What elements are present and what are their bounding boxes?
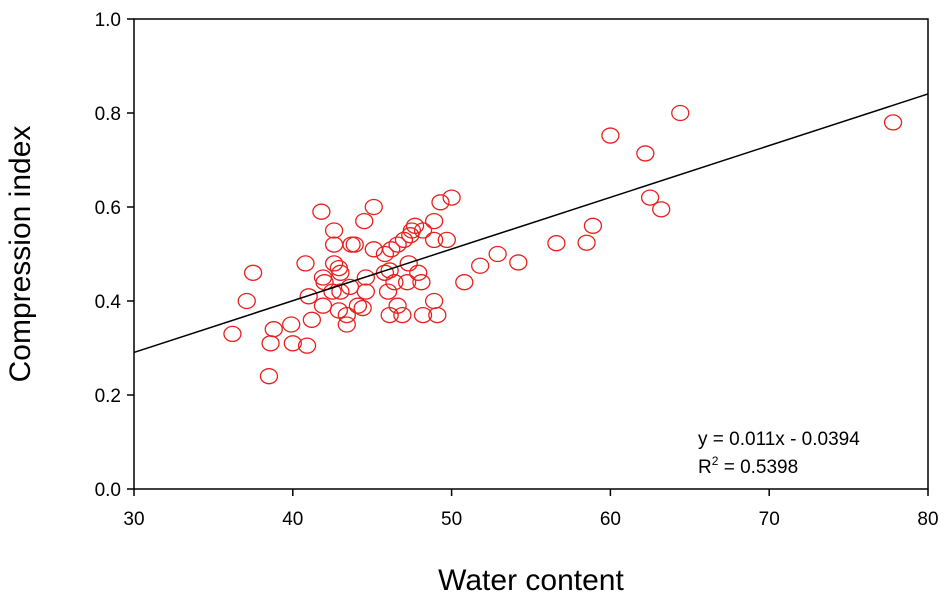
data-point [671,104,690,122]
x-tick-label: 60 [600,509,621,530]
data-point [345,236,364,253]
data-point [223,325,242,343]
y-tick-label: 0.6 [95,198,121,219]
data-point [356,269,375,286]
data-point [601,127,620,144]
data-point [382,241,401,258]
x-axis-title: Water content [438,564,624,597]
data-point [375,245,395,263]
data-point [302,311,322,328]
data-point [412,274,431,291]
data-point [385,274,404,291]
equation-label: y = 0.011x - 0.0394 [698,429,860,450]
r2-value: = 0.5398 [718,457,798,478]
data-point [329,259,349,277]
x-axis: 30 40 50 60 70 80 [123,489,939,530]
data-point [237,292,256,310]
y-tick-label: 1.0 [95,10,121,31]
data-point [640,189,660,206]
data-point [313,269,333,286]
data-point [471,257,490,274]
data-point [413,306,433,324]
data-point [337,306,356,324]
data-point [431,194,450,211]
x-tick-label: 50 [441,509,462,530]
data-point [299,288,318,305]
data-point [547,235,566,252]
data-point [577,234,596,251]
data-point [388,236,407,253]
data-point [424,212,444,230]
data-point [388,297,407,314]
data-point [636,145,655,162]
data-point [399,255,418,272]
data-point [380,262,399,279]
data-point [323,283,342,300]
data-point [331,264,350,281]
r-squared-label: R2 = 0.5398 [698,454,798,478]
data-point [364,198,383,216]
data-point [313,297,333,314]
y-tick-label: 0.0 [95,480,121,501]
y-tick-label: 0.4 [95,292,122,313]
y-tick-label: 0.8 [95,104,121,125]
data-point [393,306,412,324]
data-point [312,203,331,220]
x-tick-label: 30 [123,509,144,530]
data-point [355,212,374,230]
data-point [353,299,372,317]
data-point [442,189,461,206]
data-point [324,255,344,272]
data-point [364,241,383,258]
plot-frame [133,18,929,490]
data-point [413,222,433,239]
data-point [402,222,422,239]
data-point [455,274,474,291]
data-point [424,292,444,310]
x-tick-label: 70 [759,509,780,530]
data-point [583,217,603,234]
data-point [296,255,315,272]
data-point [488,245,507,263]
data-point [331,283,350,300]
y-axis: 0.0 0.2 0.4 0.6 0.8 1.0 [95,10,134,501]
data-point [883,114,903,131]
data-point [428,306,447,324]
r2-prefix: R [698,457,712,478]
x-tick-label: 80 [917,509,938,530]
data-point [282,316,301,333]
data-point [397,274,417,291]
data-point [509,254,528,271]
r2-superscript: 2 [712,454,719,468]
data-point [348,297,368,314]
data-point [243,264,263,281]
data-point [409,264,428,281]
data-point [264,321,283,338]
x-tick-label: 40 [282,509,303,530]
data-point [315,274,334,291]
data-point [261,335,280,352]
data-point [337,316,356,333]
data-point [356,283,375,300]
y-tick-label: 0.2 [95,386,121,407]
data-point [324,222,344,239]
data-point [297,337,317,354]
data-point [652,201,671,218]
data-point [437,231,456,249]
data-point [424,231,444,249]
data-point [378,283,398,300]
data-point [324,236,344,253]
data-points [223,104,903,385]
trendline [133,93,929,354]
y-axis-title: Compression index [4,126,37,383]
data-point [283,335,302,352]
data-point [259,368,279,385]
